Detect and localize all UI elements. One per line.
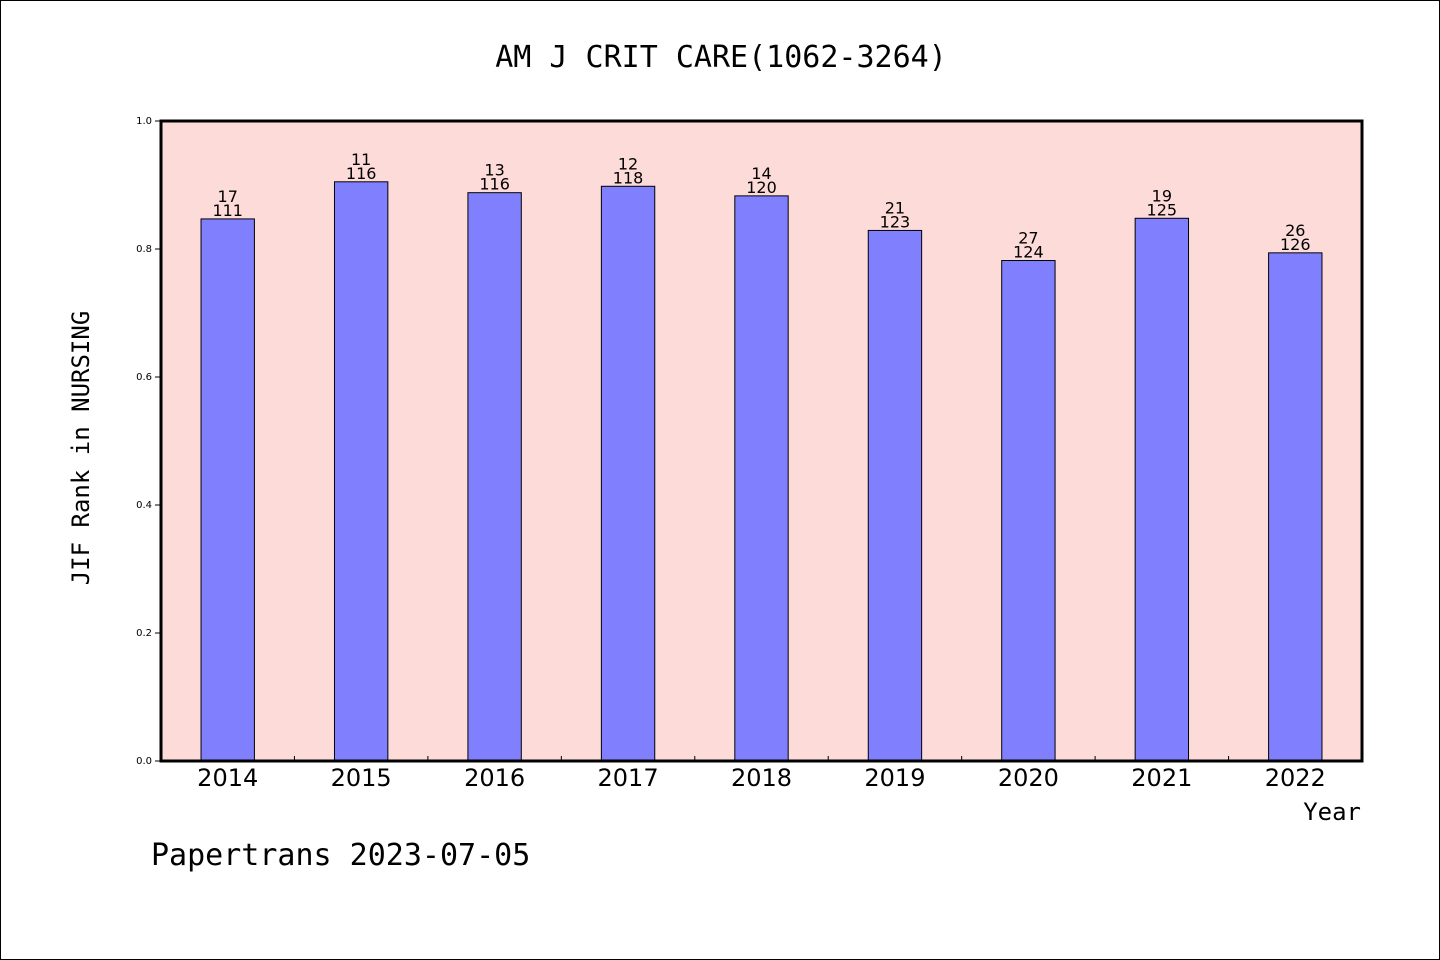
bar-rank-label: 14 <box>751 164 771 183</box>
bar-total-label: 116 <box>479 175 510 194</box>
y-tick-label: 0.2 <box>136 628 152 639</box>
footer-watermark: Papertrans 2023-07-05 <box>151 838 530 873</box>
bar-rank-label: 26 <box>1285 221 1305 240</box>
bar-rank-label: 21 <box>885 198 905 217</box>
y-tick-label: 0.8 <box>136 244 152 255</box>
bar-2019 <box>867 229 923 762</box>
bar-total-label: 125 <box>1147 200 1178 219</box>
x-tick-label: 2019 <box>864 764 925 792</box>
bar-2015 <box>333 181 389 762</box>
bar-2022 <box>1268 252 1323 762</box>
bar-rank-label: 12 <box>618 154 638 173</box>
bar-rank-label: 11 <box>351 150 371 169</box>
bar-2018 <box>734 195 789 762</box>
bars-layer <box>200 181 1323 762</box>
bar-2014 <box>200 218 255 762</box>
x-tick-label: 2022 <box>1265 764 1326 792</box>
x-tick-label: 2021 <box>1131 764 1192 792</box>
bar-2020 <box>1001 260 1056 762</box>
x-axis: 2014 2015 2016 2017 2018 2019 2020 2021 2022 <box>197 756 1326 792</box>
y-axis-label: JIF Rank in NURSING <box>67 311 95 586</box>
x-axis-label: Year <box>1303 798 1361 826</box>
y-tick-label: 0.0 <box>136 756 152 767</box>
bar-total-label: 126 <box>1280 235 1311 254</box>
x-tick-label: 2020 <box>998 764 1059 792</box>
bar-rank-label: 27 <box>1018 229 1038 248</box>
y-tick-label: 1.0 <box>136 116 152 127</box>
bar-total-label: 116 <box>346 164 377 183</box>
x-tick-label: 2017 <box>598 764 659 792</box>
bar-2021 <box>1134 217 1190 762</box>
y-axis: 0.0 0.2 0.4 0.6 0.8 1.0 <box>136 116 161 767</box>
bar-2017 <box>600 185 656 762</box>
chart-title: AM J CRIT CARE(1062-3264) <box>495 40 947 75</box>
x-tick-label: 2016 <box>464 764 525 792</box>
bar-rank-label: 19 <box>1152 186 1172 205</box>
x-tick-label: 2015 <box>331 764 392 792</box>
bar-total-label: 111 <box>212 201 243 220</box>
x-tick-label: 2018 <box>731 764 792 792</box>
bar-total-label: 124 <box>1013 243 1044 262</box>
bar-rank-label: 17 <box>218 187 238 206</box>
x-tick-label: 2014 <box>197 764 258 792</box>
y-tick-label: 0.4 <box>136 500 152 511</box>
bar-2016 <box>467 192 522 762</box>
bar-total-label: 120 <box>746 178 777 197</box>
plot-frame <box>159 119 1364 763</box>
bar-total-label: 118 <box>613 168 644 187</box>
y-tick-label: 0.6 <box>136 372 152 383</box>
bar-rank-label: 13 <box>484 161 504 180</box>
bar-total-label: 123 <box>880 212 911 231</box>
